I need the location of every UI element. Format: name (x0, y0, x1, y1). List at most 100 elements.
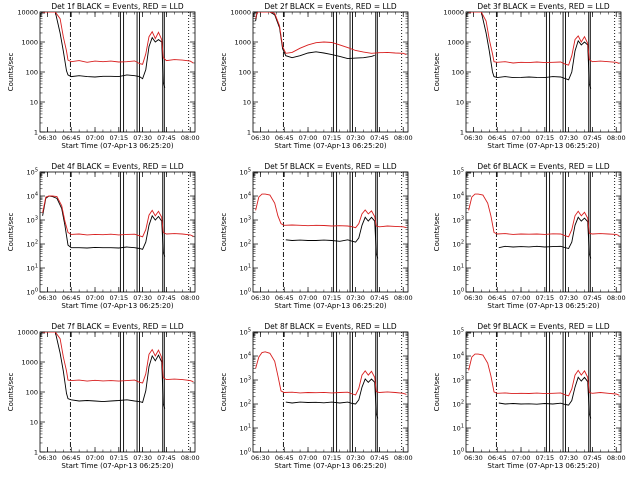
lld-series-line (255, 12, 407, 56)
x-tick-label: 06:30 (38, 454, 57, 462)
x-tick-label: 07:00 (86, 134, 105, 142)
x-tick-label: 07:45 (583, 134, 602, 142)
y-tick-label: 101 (240, 264, 251, 273)
x-tick-label: 07:45 (157, 294, 176, 302)
plot-frame (252, 171, 409, 293)
y-tick-label: 10 (30, 99, 38, 107)
x-tick-label: 07:15 (322, 294, 341, 302)
y-tick-label: 102 (27, 240, 38, 249)
y-tick-label: 104 (240, 352, 251, 361)
x-axis-label: Start Time (07-Apr-13 06:25:20) (274, 462, 386, 470)
y-tick-label: 1000 (21, 359, 38, 367)
panel-title: Det 8f BLACK = Events, RED = LLD (264, 322, 397, 331)
y-tick-label: 103 (240, 216, 251, 225)
y-tick-label: 105 (240, 168, 251, 177)
plot-frame (465, 11, 622, 133)
y-tick-label: 103 (240, 376, 251, 385)
x-tick-label: 07:15 (535, 454, 554, 462)
events-series-line (468, 12, 592, 89)
panel-det-3f: Det 3f BLACK = Events, RED = LLD 1 10 100 10… (433, 2, 626, 150)
x-tick-label: 06:30 (464, 134, 483, 142)
events-series-line (498, 376, 592, 419)
x-tick-label: 06:45 (488, 134, 507, 142)
y-tick-label: 1000 (447, 39, 464, 47)
corner-mark-icon (253, 332, 258, 337)
x-tick-label: 07:45 (157, 454, 176, 462)
x-tick-label: 07:30 (559, 454, 578, 462)
x-tick-label: 07:30 (133, 454, 152, 462)
x-tick-label: 08:00 (394, 454, 413, 462)
corner-mark-icon (40, 172, 45, 177)
x-axis-label: Start Time (07-Apr-13 06:25:20) (61, 462, 173, 470)
y-tick-label: 1 (247, 129, 251, 137)
x-axis-label: Start Time (07-Apr-13 06:25:20) (274, 142, 386, 150)
lld-series-line (468, 353, 620, 397)
x-tick-label: 07:45 (583, 454, 602, 462)
x-tick-label: 07:15 (109, 454, 128, 462)
plot-frame (465, 331, 622, 453)
x-tick-label: 06:30 (251, 454, 270, 462)
events-series-line (255, 12, 375, 60)
y-axis-label: Counts/sec (433, 213, 441, 252)
panel-title: Det 9f BLACK = Events, RED = LLD (477, 322, 610, 331)
x-tick-label: 08:00 (394, 294, 413, 302)
x-tick-label: 06:30 (251, 134, 270, 142)
plot-frame (39, 171, 196, 293)
x-axis-label: Start Time (07-Apr-13 06:25:20) (61, 142, 173, 150)
y-tick-label: 104 (27, 192, 38, 201)
y-tick-label: 10 (243, 99, 251, 107)
x-tick-label: 07:15 (322, 454, 341, 462)
x-tick-label: 07:30 (346, 134, 365, 142)
x-tick-label: 07:00 (512, 134, 531, 142)
x-tick-label: 07:00 (86, 294, 105, 302)
plot-frame (39, 331, 196, 453)
y-tick-label: 10 (456, 99, 464, 107)
x-axis-label: Start Time (07-Apr-13 06:25:20) (487, 462, 599, 470)
y-axis-label: Counts/sec (433, 53, 441, 92)
y-tick-label: 100 (26, 69, 38, 77)
y-tick-label: 1000 (234, 39, 251, 47)
x-tick-label: 07:15 (535, 134, 554, 142)
corner-mark-icon (466, 172, 471, 177)
x-tick-label: 07:45 (370, 454, 389, 462)
x-axis-label: Start Time (07-Apr-13 06:25:20) (61, 302, 173, 310)
lld-series-line (42, 12, 194, 65)
y-axis-label: Counts/sec (7, 53, 15, 92)
x-tick-label: 06:45 (275, 294, 294, 302)
x-tick-label: 07:30 (559, 134, 578, 142)
x-tick-label: 07:30 (346, 294, 365, 302)
x-tick-label: 08:00 (181, 134, 200, 142)
x-tick-label: 06:30 (464, 454, 483, 462)
x-tick-label: 08:00 (181, 294, 200, 302)
x-tick-label: 07:15 (109, 134, 128, 142)
y-tick-label: 103 (453, 376, 464, 385)
x-tick-label: 07:30 (133, 294, 152, 302)
x-tick-label: 08:00 (181, 454, 200, 462)
plot-frame (252, 11, 409, 133)
panel-title: Det 1f BLACK = Events, RED = LLD (51, 2, 184, 11)
y-tick-label: 100 (453, 448, 464, 457)
y-axis-label: Counts/sec (433, 373, 441, 412)
y-tick-label: 100 (240, 448, 251, 457)
panel-title: Det 7f BLACK = Events, RED = LLD (51, 322, 184, 331)
y-axis-label: Counts/sec (220, 53, 228, 92)
x-tick-label: 08:00 (607, 454, 626, 462)
y-tick-label: 102 (453, 240, 464, 249)
x-tick-label: 07:30 (559, 294, 578, 302)
lld-series-line (255, 351, 407, 396)
y-tick-label: 10000 (17, 329, 38, 337)
y-tick-label: 101 (453, 424, 464, 433)
x-tick-label: 06:45 (488, 454, 507, 462)
events-series-line (498, 216, 592, 259)
x-tick-label: 07:45 (370, 134, 389, 142)
plot-frame (252, 331, 409, 453)
x-axis-label: Start Time (07-Apr-13 06:25:20) (274, 302, 386, 310)
panel-det-1f: Det 1f BLACK = Events, RED = LLD 1 10 100 10… (7, 2, 200, 150)
panel-det-5f: Det 5f BLACK = Events, RED = LLD 100 101 10… (220, 162, 413, 310)
y-tick-label: 1 (34, 129, 38, 137)
x-tick-label: 07:45 (157, 134, 176, 142)
y-tick-label: 100 (452, 69, 464, 77)
x-tick-label: 07:00 (86, 454, 105, 462)
x-tick-label: 07:00 (299, 294, 318, 302)
